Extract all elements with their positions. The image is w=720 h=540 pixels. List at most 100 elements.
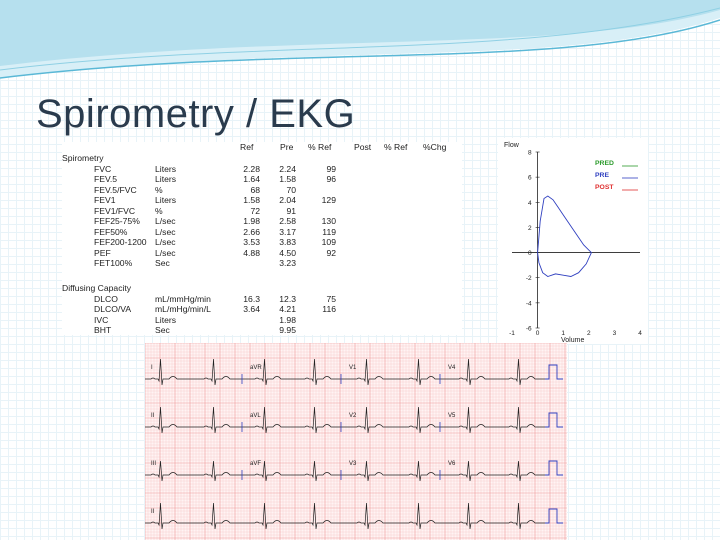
- pct-ref-value: 96: [326, 174, 336, 184]
- ekg-calibration-pulse: [545, 364, 563, 380]
- header-swoosh: [0, 0, 720, 79]
- table-row: FEF200-1200 L/sec 3.53 3.83 109: [62, 237, 462, 247]
- table-row: DLCO/VA mL/mHg/min/L 3.64 4.21 116: [62, 304, 462, 314]
- pct-ref-value: 99: [326, 163, 336, 174]
- ref-value: 2.28: [243, 163, 260, 174]
- y-tick-label: 8: [528, 150, 532, 157]
- ref-value: 1.58: [243, 195, 260, 205]
- table-row: FEV.5/FVC% 68 70: [62, 185, 462, 195]
- slide-title: Spirometry / EKG: [36, 92, 356, 136]
- col-header-pre: Pre: [280, 142, 294, 152]
- col-header-pct-chg: %Chg: [423, 142, 447, 152]
- y-tick-label: 6: [528, 175, 532, 182]
- ekg-paper: [145, 343, 567, 540]
- table-row: DLCO mL/mmHg/min 16.3 12.3 75: [62, 294, 462, 304]
- pre-value: 3.17: [279, 226, 296, 237]
- y-tick-label: 2: [528, 225, 532, 232]
- param-unit: Liters: [155, 195, 177, 205]
- param-unit: L/sec: [155, 237, 176, 247]
- ref-value: 2.66: [243, 226, 260, 237]
- y-tick-label: -4: [526, 300, 532, 307]
- pre-value: 2.58: [279, 216, 296, 226]
- table-row: PEF L/sec 4.88 4.50 92: [62, 248, 462, 258]
- param-name: FEV1/FVC: [94, 205, 136, 216]
- flow-volume-chart: Flow Volume 8 6 4 2 0 -2 -4 -6 -1 0 1 2 3 4 PRED PRE POS…: [498, 138, 648, 344]
- pre-value: 4.21: [279, 304, 296, 314]
- param-name: FEV.5/FVC: [94, 184, 137, 195]
- param-unit: L/sec: [155, 226, 176, 237]
- param-name: FET100%: [94, 258, 133, 268]
- table-row: IVC Liters 1.98: [62, 315, 462, 325]
- x-tick-label: 0: [536, 330, 540, 337]
- y-tick-label: 0: [528, 250, 532, 257]
- y-tick-label: -2: [526, 275, 532, 282]
- param-name: FEF200-1200: [94, 237, 147, 247]
- series-line-pre: [537, 195, 592, 278]
- ekg-lead-label: III: [151, 461, 156, 467]
- ref-value: 3.64: [243, 304, 260, 314]
- legend-label: PRED: [595, 160, 614, 167]
- x-tick-label: 4: [638, 330, 642, 337]
- param-unit: mL/mHg/min/L: [155, 304, 211, 314]
- ekg-calibration-pulse: [545, 412, 563, 428]
- table-row: FEV1/FVC% 72 91: [62, 206, 462, 216]
- pre-value: 1.98: [279, 314, 296, 325]
- ref-value: 1.64: [243, 174, 260, 184]
- param-unit: Sec: [155, 258, 170, 268]
- legend-label: POST: [595, 184, 614, 191]
- pct-ref-value: 129: [321, 195, 336, 205]
- ref-value: 72: [250, 205, 260, 216]
- table-row: FET100% Sec 3.23: [62, 258, 462, 268]
- param-name: FEV1: [94, 195, 116, 205]
- table-row: FEF25-75% L/sec 1.98 2.58 130: [62, 216, 462, 226]
- legend-label: PRE: [595, 172, 609, 179]
- param-name: PEF: [94, 247, 111, 258]
- ref-value: 4.88: [243, 247, 260, 258]
- param-name: IVC: [94, 314, 109, 325]
- ekg-lead-label: aVF: [250, 461, 261, 467]
- pre-value: 91: [286, 205, 296, 216]
- pre-value: 1.58: [279, 174, 296, 184]
- table-row: FEV1 Liters 1.58 2.04 129: [62, 195, 462, 205]
- ekg-lead-label: II: [151, 413, 155, 419]
- ekg-lead-label: I: [151, 365, 153, 371]
- ekg-lead-label: V4: [448, 365, 456, 371]
- param-unit: Sec: [155, 325, 170, 335]
- table-row: FEF50% L/sec 2.66 3.17 119: [62, 227, 462, 237]
- ekg-lead-label: V5: [448, 413, 456, 419]
- x-tick-label: 2: [587, 330, 591, 337]
- ekg-lead-label: V3: [349, 461, 357, 467]
- y-tick-label: -6: [526, 326, 532, 333]
- x-tick-label: 1: [561, 330, 565, 337]
- x-tick-label: 3: [613, 330, 617, 337]
- flow-volume-svg: Flow Volume 8 6 4 2 0 -2 -4 -6 -1 0 1 2 3 4 PRED PRE POS…: [504, 142, 642, 344]
- pct-ref-value: 130: [321, 216, 336, 226]
- section-label: Spirometry: [62, 153, 104, 163]
- pre-value: 3.23: [279, 258, 296, 268]
- param-unit: %: [155, 205, 163, 216]
- param-name: FEV.5: [94, 174, 118, 184]
- pre-value: 2.04: [279, 195, 296, 205]
- ekg-calibration-pulse: [545, 460, 563, 476]
- col-header-post: Post: [354, 142, 372, 152]
- param-unit: Liters: [155, 314, 177, 325]
- param-name: FVC: [94, 163, 112, 174]
- col-header-pct-ref-post: % Ref: [384, 142, 408, 152]
- ekg-lead-label: V6: [448, 461, 456, 467]
- ekg-lead-label: II: [151, 509, 155, 515]
- pre-value: 3.83: [279, 237, 296, 247]
- table-row: FEV.5 Liters 1.64 1.58 96: [62, 174, 462, 184]
- ekg-trace: [145, 502, 545, 530]
- pct-ref-value: 116: [322, 304, 336, 314]
- ekg-lead-label: V1: [349, 365, 357, 371]
- param-unit: L/sec: [155, 216, 176, 226]
- ekg-lead-label: aVL: [250, 413, 261, 419]
- pre-value: 2.24: [279, 163, 296, 174]
- ekg-trace: [145, 460, 545, 482]
- ekg-lead-label: V2: [349, 413, 357, 419]
- spirometry-table: Ref Pre % Ref Post % Ref %Chg Spirometry…: [62, 142, 462, 335]
- param-unit: Liters: [155, 174, 177, 184]
- ref-value: 68: [250, 184, 260, 195]
- param-unit: L/sec: [155, 247, 176, 258]
